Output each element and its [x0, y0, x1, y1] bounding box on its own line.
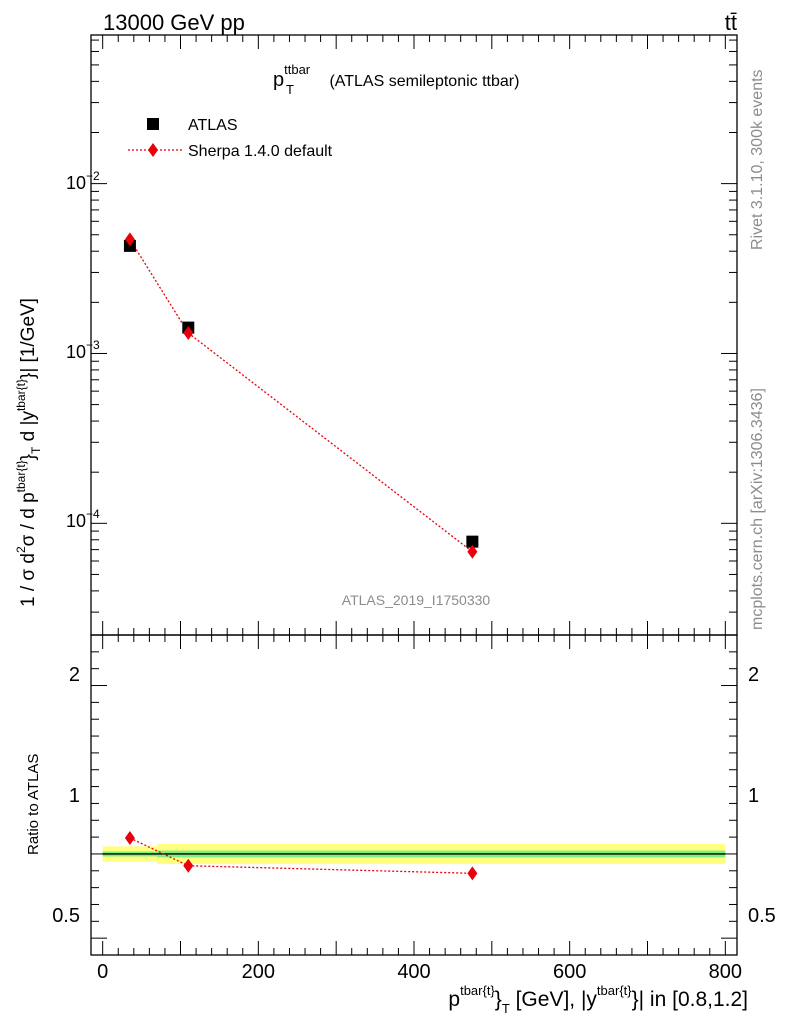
sherpa-points [124, 232, 478, 559]
atlas-data-points [123, 239, 479, 548]
ratio-y-axis-label: Ratio to ATLAS [25, 754, 42, 855]
legend-sherpa-label: Sherpa 1.4.0 default [188, 143, 333, 160]
xtick-labels: 0 200 400 600 800 [97, 961, 742, 983]
xtick-label: 800 [709, 961, 742, 983]
ratio-ytick-label-right: 0.5 [748, 905, 776, 927]
mcplots-label: mcplots.cern.ch [arXiv:1306.3436] [749, 388, 766, 630]
ratio-point [124, 830, 135, 845]
xtick-label: 200 [242, 961, 275, 983]
ratio-frame [90, 634, 738, 956]
legend-sherpa-marker [148, 143, 158, 157]
main-axis-ticks [91, 35, 737, 635]
ratio-line-segment [129, 837, 189, 867]
xtick-label: 400 [397, 961, 430, 983]
xtick-label: 0 [97, 961, 108, 983]
legend-atlas-label: ATLAS [188, 117, 238, 134]
ratio-line-segment [188, 865, 473, 874]
sherpa-point [467, 544, 478, 559]
ytick-label: 10−3 [66, 338, 100, 362]
ratio-line [129, 837, 473, 874]
ratio-ytick-label-right: 2 [748, 664, 759, 686]
ratio-ytick-label-right: 1 [748, 785, 759, 807]
ratio-points [124, 830, 478, 881]
y-axis-label: 1 / σ d2σ / d ptbar{t}}T d |ytbar{t}}| [… [14, 298, 43, 607]
rivet-label: Rivet 3.1.10, 300k events [749, 69, 766, 250]
sherpa-line-segment [129, 238, 189, 334]
ytick-label: 10−4 [66, 507, 100, 531]
sherpa-line-segment [187, 332, 473, 553]
plot-title: pttbar T (ATLAS semileptonic ttbar) [273, 62, 519, 97]
analysis-id: ATLAS_2019_I1750330 [342, 592, 491, 608]
ratio-ytick-label: 0.5 [52, 905, 80, 927]
atlas-point [466, 535, 479, 548]
ratio-ytick-label: 1 [69, 785, 80, 807]
ratio-axis-ticks [91, 635, 737, 955]
main-panel: pttbar T (ATLAS semileptonic ttbar) ATLAS… [14, 34, 738, 636]
ratio-ytick-label: 2 [69, 664, 80, 686]
ytick-label: 10−2 [66, 169, 100, 193]
sherpa-point [124, 232, 135, 247]
xtick-label: 600 [553, 961, 586, 983]
ratio-point [183, 858, 194, 873]
ratio-point [467, 866, 478, 881]
energy-label: 13000 GeV pp [103, 10, 245, 35]
sherpa-point [183, 325, 194, 340]
ratio-panel: 0.5 1 2 0.5 1 2 Ratio to ATLAS 0 200 400 60… [25, 634, 776, 1016]
process-label: tt̄ [725, 10, 737, 35]
legend-atlas-marker [147, 118, 159, 130]
x-axis-label: ptbar{t}}T [GeV], |ytbar{t}}| in [0.8,1.… [448, 983, 748, 1016]
